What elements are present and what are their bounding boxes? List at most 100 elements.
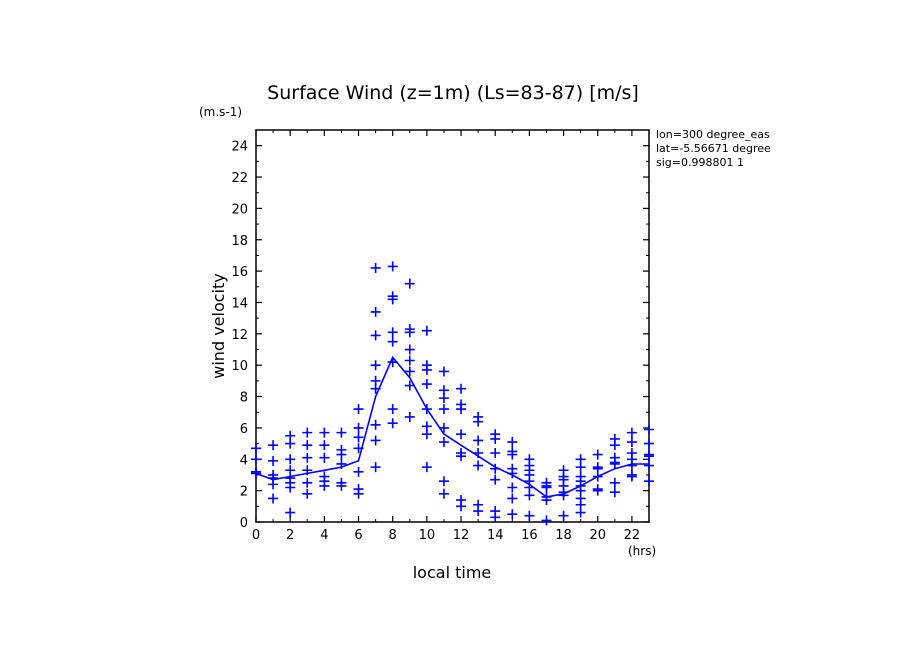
wind-sample-marker xyxy=(268,479,279,490)
wind-sample-marker xyxy=(421,364,432,375)
x-tick-label: 4 xyxy=(320,528,328,543)
wind-sample-marker xyxy=(473,460,484,471)
wind-sample-marker xyxy=(404,380,415,391)
wind-sample-marker xyxy=(438,366,449,377)
y-axis-label: wind velocity xyxy=(209,273,228,378)
wind-sample-marker xyxy=(575,462,586,473)
wind-sample-marker xyxy=(438,393,449,404)
x-axis-label: local time xyxy=(413,563,492,582)
x-tick-label: 12 xyxy=(453,528,470,543)
wind-sample-marker xyxy=(507,468,518,479)
wind-sample-marker xyxy=(473,506,484,517)
wind-sample-marker xyxy=(541,515,552,526)
wind-sample-marker xyxy=(319,480,330,491)
data-group xyxy=(251,261,654,526)
wind-sample-marker xyxy=(456,383,467,394)
wind-sample-marker xyxy=(644,438,654,449)
wind-sample-marker xyxy=(626,427,637,438)
wind-sample-marker xyxy=(302,452,313,463)
wind-sample-marker xyxy=(302,427,313,438)
x-tick-label: 16 xyxy=(521,528,538,543)
wind-sample-marker xyxy=(626,460,637,471)
wind-sample-marker xyxy=(473,448,484,459)
wind-sample-marker xyxy=(370,330,381,341)
y-tick-label: 8 xyxy=(240,391,248,406)
wind-sample-marker xyxy=(456,404,467,415)
wind-sample-marker xyxy=(421,429,432,440)
x-tick-label: 18 xyxy=(555,528,572,543)
wind-sample-marker xyxy=(302,440,313,451)
y-tick-label: 12 xyxy=(231,328,248,343)
wind-sample-marker xyxy=(524,490,535,501)
wind-sample-marker xyxy=(609,477,620,488)
wind-sample-marker xyxy=(370,360,381,371)
y-tick-label: 22 xyxy=(231,171,248,186)
wind-sample-marker xyxy=(370,462,381,473)
wind-sample-marker xyxy=(336,449,347,460)
wind-sample-marker xyxy=(507,493,518,504)
wind-sample-marker xyxy=(575,507,586,518)
wind-sample-marker xyxy=(490,463,501,474)
wind-sample-marker xyxy=(302,465,313,476)
y-tick-label: 0 xyxy=(240,516,248,531)
wind-sample-marker xyxy=(353,432,364,443)
x-tick-label: 20 xyxy=(589,528,606,543)
x-tick-label: 6 xyxy=(354,528,362,543)
x-tick-label: 0 xyxy=(252,528,260,543)
y-tick-label: 20 xyxy=(231,202,248,217)
wind-sample-marker xyxy=(558,510,569,521)
wind-sample-marker xyxy=(353,443,364,454)
wind-sample-marker xyxy=(387,336,398,347)
wind-sample-marker xyxy=(626,437,637,448)
annotation-lat: lat=-5.56671 degree xyxy=(656,142,771,155)
wind-sample-marker xyxy=(319,427,330,438)
wind-sample-marker xyxy=(319,440,330,451)
wind-sample-marker xyxy=(558,490,569,501)
wind-sample-marker xyxy=(507,482,518,493)
annotation-lon: lon=300 degree_eas xyxy=(656,128,770,141)
wind-sample-marker xyxy=(473,416,484,427)
x-tick-label: 22 xyxy=(624,528,641,543)
wind-sample-marker xyxy=(336,427,347,438)
y-tick-label: 18 xyxy=(231,234,248,249)
wind-sample-marker xyxy=(404,366,415,377)
wind-sample-marker xyxy=(302,477,313,488)
wind-sample-marker xyxy=(490,433,501,444)
wind-sample-marker xyxy=(370,383,381,394)
wind-sample-marker xyxy=(387,404,398,415)
wind-sample-marker xyxy=(336,458,347,469)
x-tick-label: 10 xyxy=(419,528,436,543)
wind-sample-marker xyxy=(421,462,432,473)
wind-sample-marker xyxy=(438,476,449,487)
wind-sample-marker xyxy=(285,507,296,518)
wind-sample-marker xyxy=(251,454,261,465)
wind-sample-marker xyxy=(644,424,654,435)
wind-sample-marker xyxy=(438,422,449,433)
wind-sample-marker xyxy=(370,419,381,430)
y-tick-label: 2 xyxy=(240,485,248,500)
wind-sample-marker xyxy=(609,440,620,451)
wind-sample-marker xyxy=(353,488,364,499)
wind-sample-marker xyxy=(387,261,398,272)
wind-sample-marker xyxy=(404,355,415,366)
wind-sample-marker xyxy=(387,418,398,429)
wind-sample-marker xyxy=(251,443,261,454)
y-tick-label: 16 xyxy=(231,265,248,280)
wind-sample-marker xyxy=(541,495,552,506)
wind-sample-marker xyxy=(609,487,620,498)
y-tick-label: 14 xyxy=(231,296,248,311)
x-unit-label: (hrs) xyxy=(628,544,656,558)
wind-sample-marker xyxy=(541,482,552,493)
wind-sample-marker xyxy=(592,471,603,482)
y-tick-label: 10 xyxy=(231,359,248,374)
wind-sample-marker xyxy=(456,451,467,462)
wind-sample-marker xyxy=(644,451,654,462)
wind-sample-marker xyxy=(438,437,449,448)
wind-sample-marker xyxy=(507,509,518,520)
wind-sample-marker xyxy=(336,480,347,491)
wind-sample-marker xyxy=(370,262,381,273)
wind-sample-marker xyxy=(507,437,518,448)
wind-sample-marker xyxy=(490,512,501,523)
